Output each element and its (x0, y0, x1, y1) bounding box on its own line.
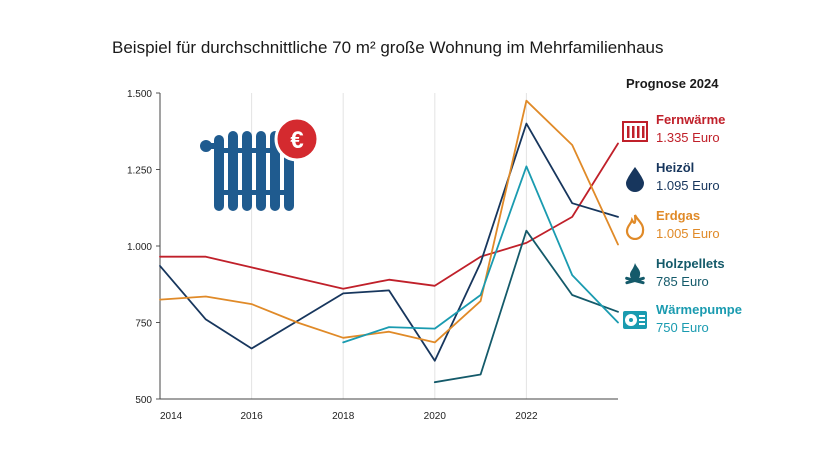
series-lines (159, 99, 619, 384)
y-tick-label: 750 (135, 319, 152, 330)
radiator-icon (200, 131, 294, 211)
series-line-1 (159, 122, 619, 362)
x-tick-label: 2014 (160, 411, 183, 422)
legend-series-value: 1.095 Euro (656, 178, 720, 193)
legend-series-name: Wärmepumpe (656, 302, 742, 317)
radiator-icon (622, 118, 648, 144)
radiator-illustration: € (200, 116, 320, 211)
drop-icon (622, 166, 648, 192)
pellets-icon (622, 262, 648, 288)
legend-series-value: 1.005 Euro (656, 226, 720, 241)
legend-series-name: Holzpellets (656, 256, 725, 271)
legend-series-name: Fernwärme (656, 112, 726, 127)
x-tick-label: 2016 (240, 411, 263, 422)
y-tick-label: 1.250 (127, 166, 152, 177)
legend-item: Wärmepumpe 750 Euro (622, 302, 802, 346)
y-tick-label: 500 (135, 395, 152, 406)
legend-item: Heizöl 1.095 Euro (622, 160, 802, 204)
series-line-2 (159, 99, 619, 344)
flame-icon (622, 214, 648, 241)
y-tick-label: 1.000 (127, 242, 152, 253)
y-tick-label: 1.500 (127, 89, 152, 100)
series-line-3 (433, 229, 619, 384)
legend-item: Erdgas 1.005 Euro (622, 208, 802, 252)
euro-symbol: € (290, 127, 303, 154)
legend-title: Prognose 2024 (626, 76, 719, 91)
x-tick-label: 2018 (332, 411, 355, 422)
x-tick-label: 2020 (424, 411, 447, 422)
series-line-4 (342, 165, 619, 344)
chart-title: Beispiel für durchschnittliche 70 m² gro… (112, 38, 664, 57)
legend-item: Fernwärme 1.335 Euro (622, 112, 802, 156)
x-tick-label: 2022 (515, 411, 538, 422)
legend-item: Holzpellets 785 Euro (622, 256, 802, 300)
legend-series-value: 1.335 Euro (656, 130, 720, 145)
legend-series-value: 785 Euro (656, 274, 709, 289)
legend-series-value: 750 Euro (656, 320, 709, 335)
legend-series-name: Heizöl (656, 160, 695, 175)
euro-badge-icon: € (274, 116, 320, 162)
axes: 2014 2016 2018 2020 2022 500 750 1.000 1.250 1.50… (127, 89, 618, 422)
series-line-0 (159, 142, 619, 290)
legend-series-name: Erdgas (656, 208, 701, 223)
heatpump-icon (622, 308, 648, 334)
